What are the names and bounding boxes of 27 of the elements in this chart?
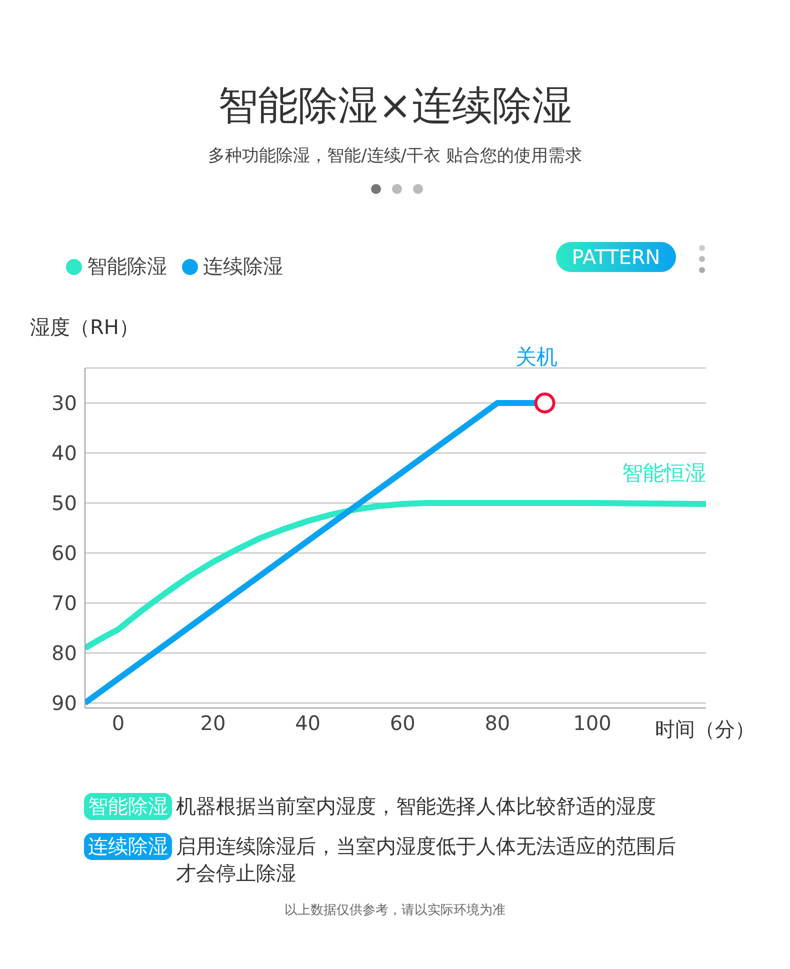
annotation: 关机 xyxy=(515,344,558,371)
y-tick-label: 80 xyxy=(52,641,77,666)
x-tick-label: 80 xyxy=(484,711,510,736)
legend-label: 智能除湿 xyxy=(86,253,167,280)
x-tick-label: 40 xyxy=(295,711,321,736)
y-tick-label: 60 xyxy=(52,541,77,566)
x-tick-label: 20 xyxy=(200,711,226,736)
x-tick-label: 100 xyxy=(573,711,612,736)
y-tick-label: 30 xyxy=(52,391,77,416)
text: PATTERN xyxy=(556,242,676,272)
annotation: 智能恒湿 xyxy=(622,460,706,487)
text: 以上数据仅供参考，请以实际环境为准 xyxy=(284,902,506,919)
x-axis-title: 时间（分） xyxy=(655,716,755,743)
x-tick-label: 0 xyxy=(112,711,125,736)
y-tick-label: 50 xyxy=(52,491,77,516)
text: 启用连续除湿后，当室内湿度低于人体无法适应的范围后才会停止除湿 xyxy=(176,833,677,887)
y-tick-label: 90 xyxy=(52,691,77,716)
text: 机器根据当前室内湿度，智能选择人体比较舒适的湿度 xyxy=(176,793,657,820)
y-tick-label: 40 xyxy=(52,441,77,466)
legend-label: 连续除湿 xyxy=(202,253,283,280)
text: 连续除湿 xyxy=(84,833,172,860)
chart-subtitle: 多种功能除湿，智能/连续/干衣 贴合您的使用需求 xyxy=(207,145,583,167)
y-axis-title: 湿度（RH） xyxy=(30,314,139,341)
chart-title: 智能除湿×连续除湿 xyxy=(217,82,573,131)
x-tick-label: 60 xyxy=(390,711,416,736)
text: 智能除湿 xyxy=(84,793,172,820)
y-tick-label: 70 xyxy=(52,591,77,616)
